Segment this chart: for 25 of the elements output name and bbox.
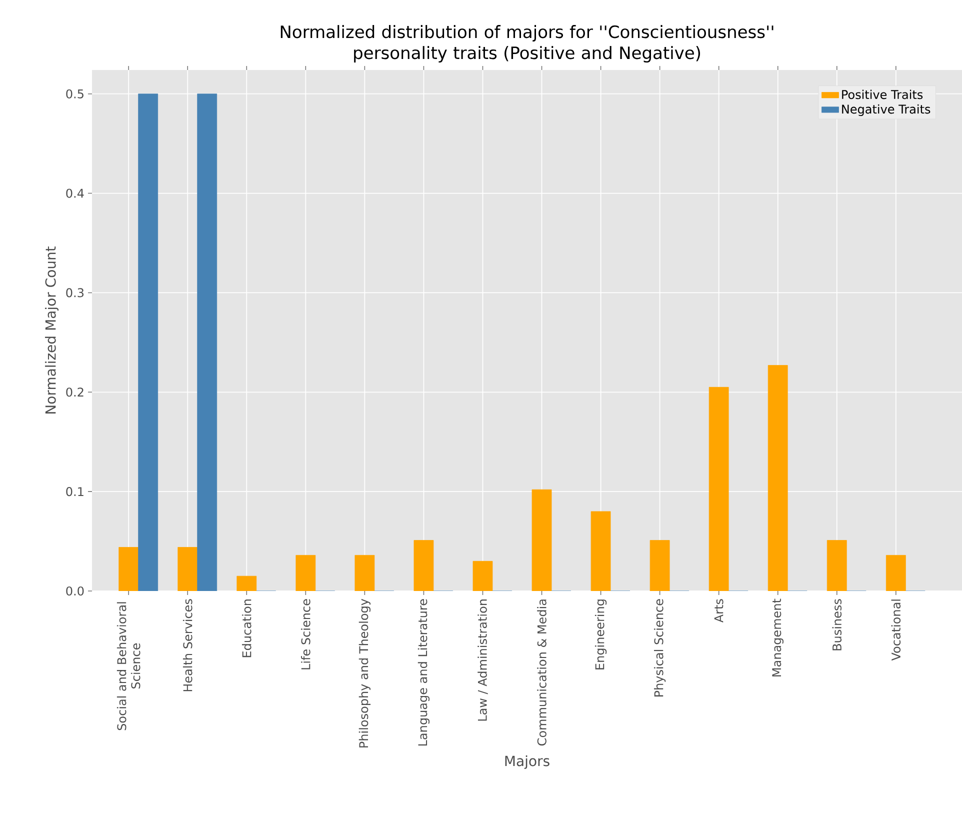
- chart-title: Normalized distribution of majors for ''Conscientiousness'' personality traits (Positive and Negative): [280, 25, 774, 62]
- legend-label: Negative Traits: [842, 104, 930, 116]
- x-tick-label: Language and Literature: [418, 599, 430, 746]
- y-tick-label: 0.3: [66, 288, 84, 298]
- y-tick-label: 0.1: [66, 487, 84, 496]
- x-tick-label: Vocational: [891, 600, 901, 661]
- y-tick-label: 0.0: [66, 586, 84, 596]
- x-tick-label: Law / Administration: [478, 600, 488, 721]
- x-tick-label: Social and Behavioral Science: [116, 602, 140, 730]
- x-tick-label: Philosophy and Theology: [358, 598, 370, 748]
- x-tick-label: Arts: [714, 599, 724, 623]
- x-tick-label: Engineering: [594, 600, 607, 670]
- x-tick-label: Physical Science: [654, 599, 666, 696]
- y-tick-label: 0.4: [66, 188, 84, 198]
- x-tick-label: Communication & Media: [537, 600, 546, 746]
- y-tick-label: 0.2: [66, 388, 84, 397]
- x-tick-label: Education: [242, 600, 252, 658]
- x-tick-label: Life Science: [301, 599, 310, 670]
- y-tick-label: 0.5: [66, 89, 84, 98]
- x-tick-label: Health Services: [182, 599, 192, 692]
- x-tick-label: Business: [832, 599, 842, 650]
- legend-label: Positive Traits: [842, 90, 923, 100]
- x-tick-label: Management: [772, 598, 784, 676]
- x-axis-title: Majors: [505, 755, 550, 769]
- y-axis-title: Normalized Major Count: [45, 246, 59, 414]
